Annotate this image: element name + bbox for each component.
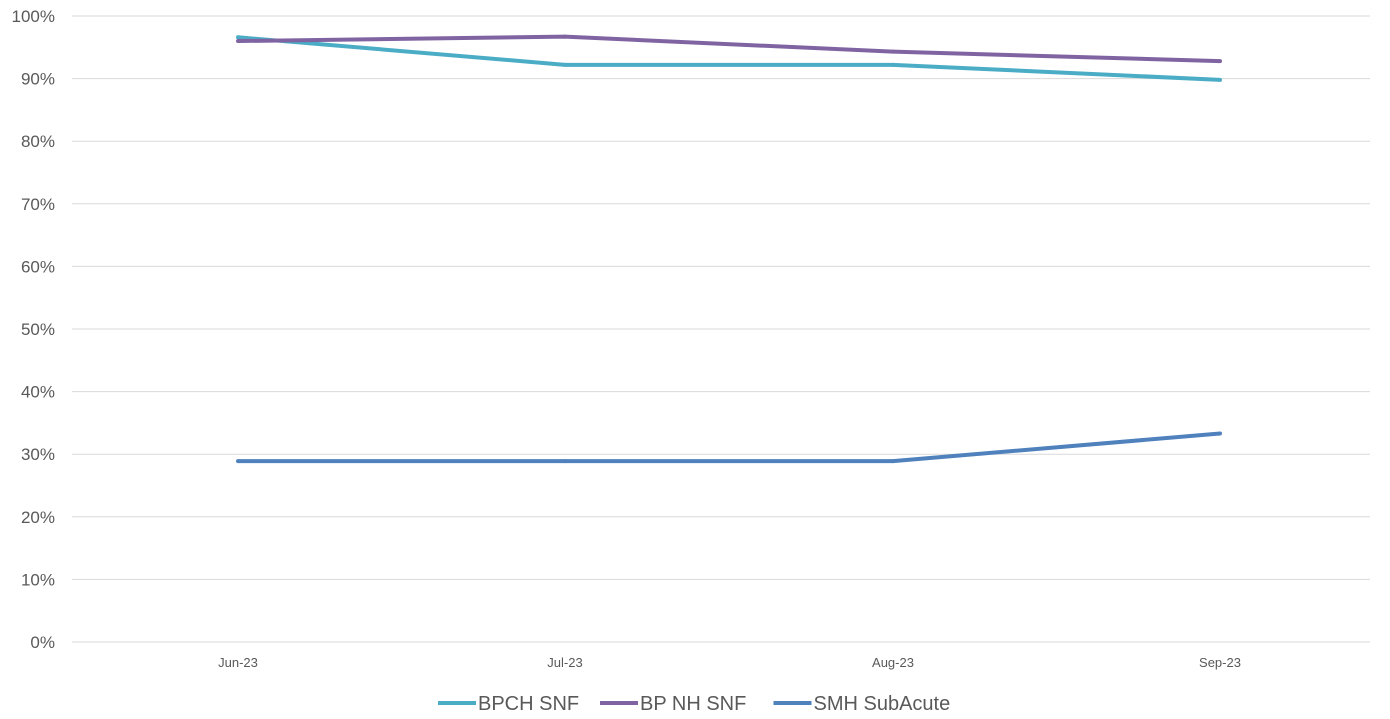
data-point-bpch-snf [236, 35, 240, 40]
data-point-smh-subacute [563, 459, 567, 464]
y-tick-label: 10% [21, 570, 55, 589]
data-point-bp-nh-snf [563, 34, 567, 39]
y-tick-label: 60% [21, 257, 55, 276]
y-tick-label: 80% [21, 132, 55, 151]
x-tick-label: Jun-23 [218, 655, 258, 670]
legend: BPCH SNF BP NH SNF SMH SubAcute [438, 693, 950, 715]
x-tick-label: Jul-23 [547, 655, 582, 670]
y-tick-label: 20% [21, 508, 55, 527]
gridlines [72, 15, 1370, 643]
data-point-smh-subacute [1218, 431, 1222, 436]
data-point-bp-nh-snf [236, 39, 240, 44]
data-point-bp-nh-snf [1218, 59, 1222, 64]
series-line-smh-subacute [238, 431, 1221, 464]
data-point-bpch-snf [891, 62, 895, 67]
y-axis: 0% 10% 20% 30% 40% 50% 60% 70% 80% 90% 100% [12, 7, 55, 652]
data-point-bpch-snf [563, 62, 567, 67]
data-point-bp-nh-snf [891, 49, 895, 54]
y-tick-label: 90% [21, 70, 55, 89]
legend-label-bpch-snf: BPCH SNF [478, 693, 579, 715]
y-tick-label: 0% [30, 633, 55, 652]
y-tick-label: 30% [21, 445, 55, 464]
data-point-bpch-snf [1218, 77, 1222, 82]
legend-label-smh-subacute: SMH SubAcute [814, 693, 951, 715]
y-tick-label: 100% [12, 7, 55, 26]
y-tick-label: 50% [21, 320, 55, 339]
series-line-bpch-snf [237, 35, 1221, 82]
x-tick-label: Sep-23 [1199, 655, 1241, 670]
data-point-smh-subacute [236, 459, 240, 464]
x-axis: Jun-23 Jul-23 Aug-23 Sep-23 [218, 655, 1241, 670]
y-tick-label: 40% [21, 383, 55, 402]
series-line-bp-nh-snf [237, 34, 1221, 64]
data-point-smh-subacute [891, 459, 895, 464]
y-tick-label: 70% [21, 195, 55, 214]
x-tick-label: Aug-23 [872, 655, 914, 670]
legend-label-bp-nh-snf: BP NH SNF [640, 693, 746, 715]
series-lines [236, 34, 1222, 464]
